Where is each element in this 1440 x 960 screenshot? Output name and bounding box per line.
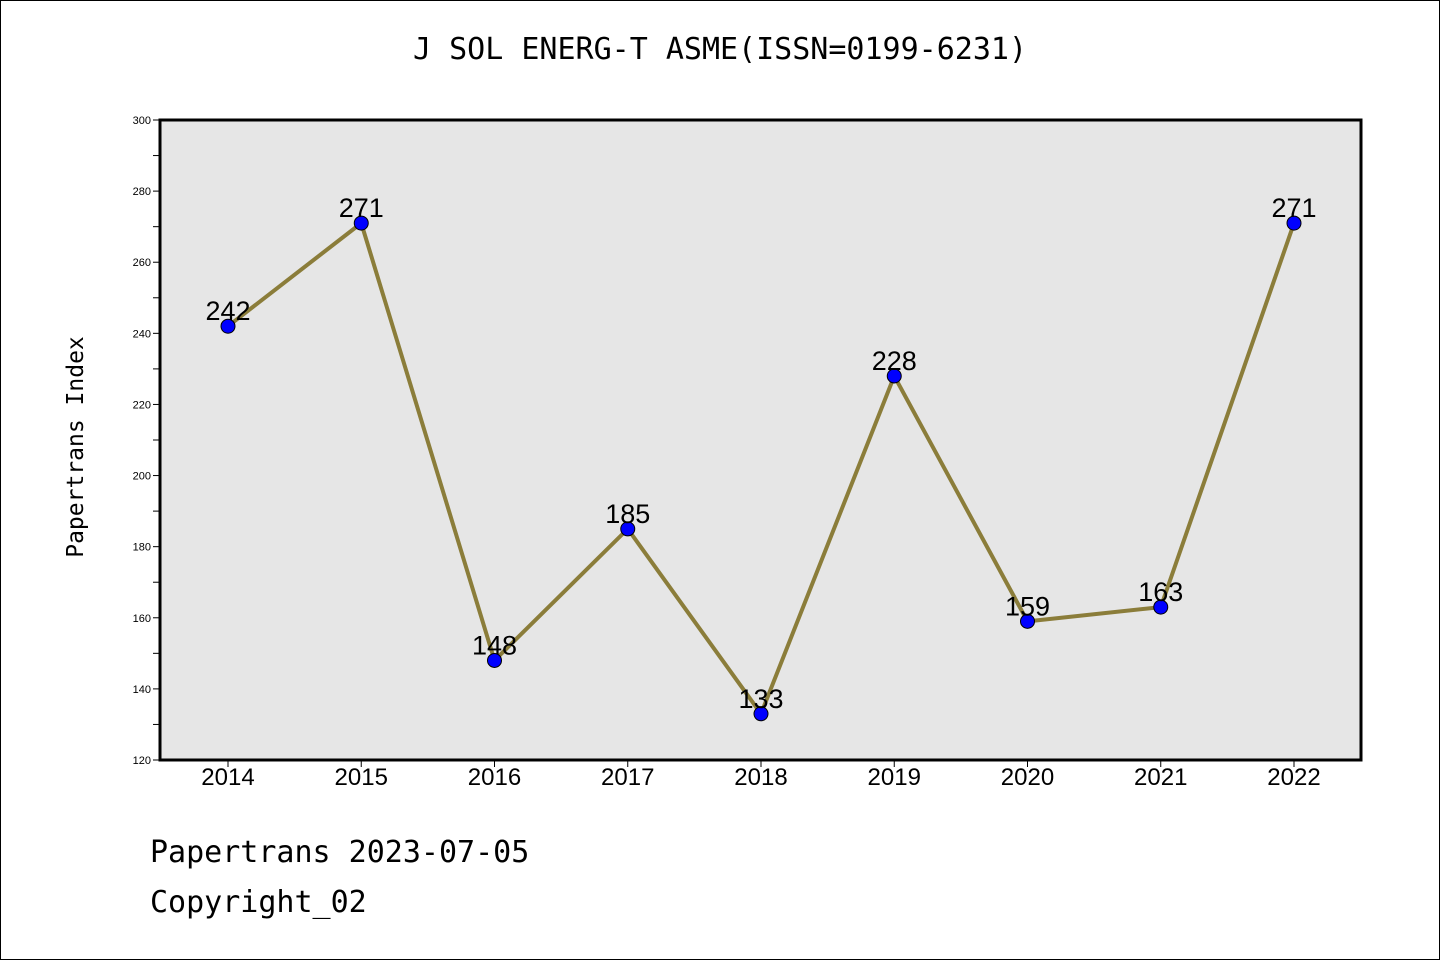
x-tick-label: 2019 — [868, 764, 921, 791]
data-point — [353, 215, 369, 231]
y-tick-label: 160 — [133, 613, 151, 625]
data-label: 271 — [339, 193, 384, 223]
data-point — [487, 652, 502, 668]
data-label: 271 — [1271, 193, 1316, 223]
y-tick-label: 200 — [133, 471, 151, 483]
y-tick-label: 140 — [133, 684, 151, 696]
data-label: 159 — [1005, 591, 1050, 621]
y-tick-label: 300 — [133, 115, 151, 127]
footer-copyright: Copyright_02 — [150, 885, 367, 920]
y-tick-label: 180 — [133, 542, 151, 554]
x-tick-label: 2021 — [1134, 764, 1187, 791]
data-point — [1020, 613, 1035, 629]
x-tick-label: 2020 — [1001, 764, 1054, 791]
y-tick-label: 280 — [133, 186, 151, 198]
data-point — [220, 318, 236, 334]
data-label: 185 — [605, 499, 650, 529]
x-tick-label: 2016 — [468, 764, 521, 791]
data-label: 242 — [205, 296, 250, 326]
y-tick-label: 260 — [133, 257, 151, 269]
x-tick-label: 2018 — [734, 764, 787, 791]
x-tick-label: 2014 — [201, 764, 254, 791]
y-tick-label: 120 — [133, 755, 151, 767]
data-label: 148 — [472, 630, 517, 660]
y-tick-label: 220 — [133, 399, 151, 411]
chart-title: J SOL ENERG-T ASME(ISSN=0199-6231) — [412, 32, 1028, 67]
data-point — [1153, 599, 1169, 615]
y-tick-label: 240 — [133, 328, 151, 340]
data-label: 163 — [1138, 577, 1183, 607]
data-point — [620, 521, 636, 537]
footer-date: Papertrans 2023-07-05 — [150, 835, 530, 870]
plot-frame — [158, 118, 1363, 762]
data-point — [886, 368, 902, 384]
x-tick-label: 2017 — [601, 764, 654, 791]
x-tick-label: 2022 — [1267, 764, 1320, 791]
data-label: 133 — [738, 684, 783, 714]
x-tick-label: 2015 — [335, 764, 388, 791]
data-point — [753, 706, 769, 722]
data-label: 228 — [872, 346, 917, 376]
data-point — [1286, 215, 1302, 231]
